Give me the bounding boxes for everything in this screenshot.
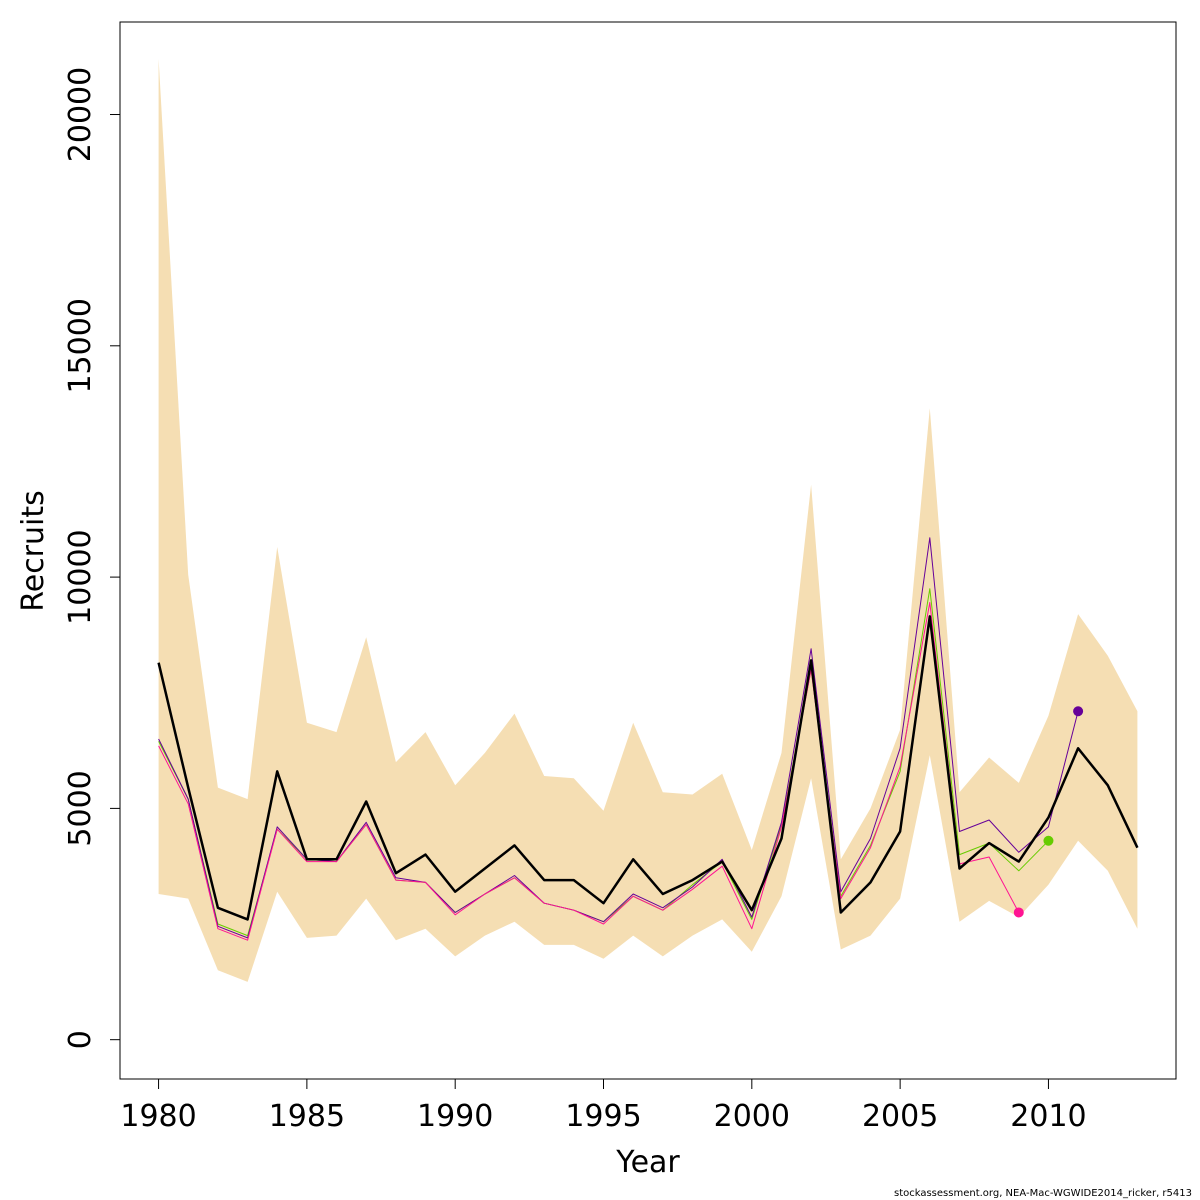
series-layer <box>157 537 1139 941</box>
plot-frame <box>119 21 1177 1080</box>
x-tick-label: 1995 <box>565 1099 641 1134</box>
y-tick-label: 15000 <box>63 298 98 393</box>
retrospective-endpoint-3 <box>1013 907 1024 918</box>
x-tick-label: 2005 <box>862 1099 938 1134</box>
y-tick-label: 10000 <box>63 529 98 624</box>
retrospective-endpoint-1 <box>1043 835 1054 846</box>
x-tick-label: 1980 <box>120 1099 196 1134</box>
y-tick-label: 20000 <box>63 67 98 162</box>
x-tick-label: 1985 <box>269 1099 345 1134</box>
retrospective-endpoint-2 <box>1073 706 1084 717</box>
x-tick-label: 1990 <box>417 1099 493 1134</box>
retrospective-line-3 <box>158 602 1020 941</box>
x-tick-label: 2010 <box>1010 1099 1086 1134</box>
estimate-line <box>157 615 1139 921</box>
x-tick-label: 2000 <box>714 1099 790 1134</box>
x-axis-title: Year <box>615 1145 680 1180</box>
confidence-band-layer <box>158 59 1138 982</box>
confidence-band <box>158 59 1138 982</box>
source-footnote: stockassessment.org, NEA-Mac-WGWIDE2014_… <box>894 1188 1192 1199</box>
y-axis-title: Recruits <box>16 490 51 612</box>
y-tick-label: 0 <box>63 1030 98 1049</box>
y-tick-label: 5000 <box>63 770 98 846</box>
